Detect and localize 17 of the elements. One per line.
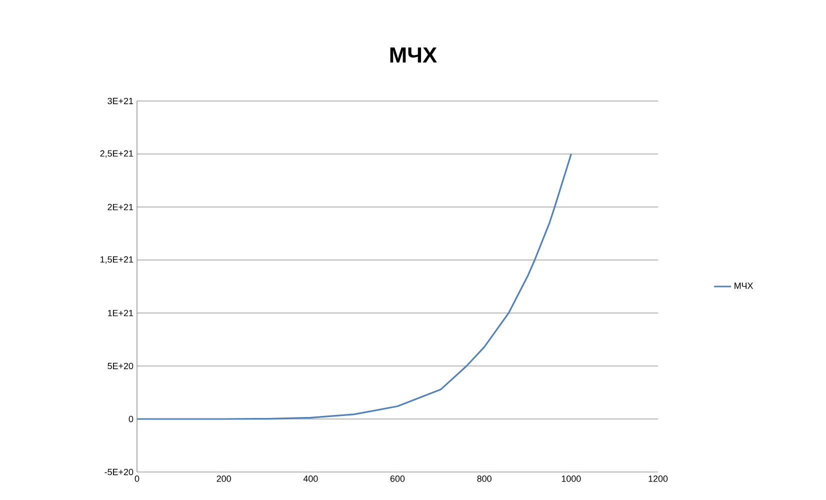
legend-label: МЧХ <box>734 282 754 289</box>
x-tick-label: 1200 <box>648 476 668 482</box>
y-tick-label: 0 <box>128 416 134 422</box>
y-tick-label: 1E+21 <box>108 310 134 316</box>
y-tick-label: 2E+21 <box>108 204 134 210</box>
y-tick-label: 1,5E+21 <box>100 256 134 264</box>
y-tick-label: -5E+20 <box>104 468 134 476</box>
x-tick-label: 800 <box>477 476 492 482</box>
x-tick-label: 600 <box>390 476 405 482</box>
y-tick-label: 2,5E+21 <box>100 150 134 158</box>
x-tick-label: 0 <box>134 476 140 482</box>
x-tick-label: 1000 <box>562 476 581 482</box>
chart-title: МЧХ <box>390 47 437 63</box>
x-tick-label: 400 <box>303 476 318 482</box>
y-tick-label: 5E+20 <box>108 362 134 370</box>
y-tick-label: 3E+21 <box>108 98 134 104</box>
x-tick-label: 200 <box>216 476 231 482</box>
